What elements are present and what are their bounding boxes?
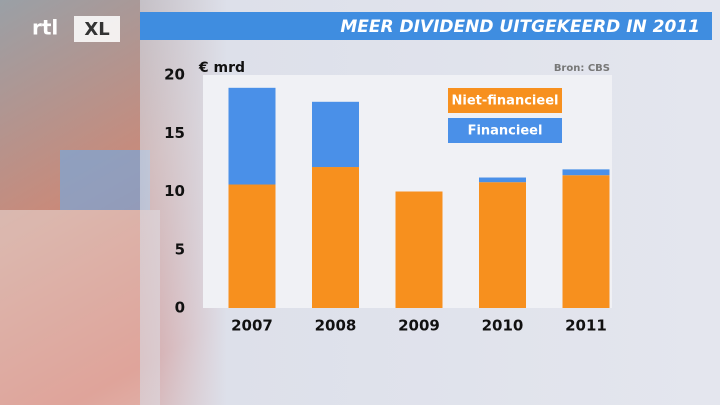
x-tick-label: 2009 [398, 317, 440, 335]
legend-swatch [448, 118, 562, 143]
x-tick-label: 2008 [315, 317, 357, 335]
bar-segment [228, 87, 276, 185]
x-tick-label: 2007 [231, 317, 273, 335]
bar-segment [562, 175, 610, 308]
banknote [0, 210, 160, 405]
bar-segment [312, 167, 359, 308]
y-axis-label: € mrd [198, 60, 245, 76]
y-tick-label: 15 [164, 124, 185, 142]
logo-suffix: XL [84, 19, 109, 40]
y-tick-label: 0 [175, 299, 185, 317]
y-tick-label: 5 [175, 240, 185, 258]
logo-box [74, 16, 120, 42]
y-tick-label: 20 [164, 66, 185, 84]
source: Bron: CBS [554, 63, 610, 74]
banknote [60, 150, 150, 210]
logo: rtl [32, 16, 58, 40]
chart-title: MEER DIVIDEND UITGEKEERD IN 2011 [340, 17, 700, 37]
x-tick-label: 2010 [482, 317, 524, 335]
x-tick-label: 2011 [565, 317, 607, 335]
bar-segment [562, 169, 610, 176]
legend-label: Financieel [468, 124, 543, 139]
title-bar [140, 12, 712, 40]
bar-segment [479, 182, 526, 308]
bar-segment [312, 101, 359, 168]
bar-segment [228, 184, 276, 308]
y-tick-label: 10 [164, 182, 185, 200]
bar-segment [479, 177, 526, 183]
legend-label: Niet-financieel [452, 94, 559, 109]
bar-segment [395, 191, 443, 308]
legend-swatch [448, 88, 562, 113]
